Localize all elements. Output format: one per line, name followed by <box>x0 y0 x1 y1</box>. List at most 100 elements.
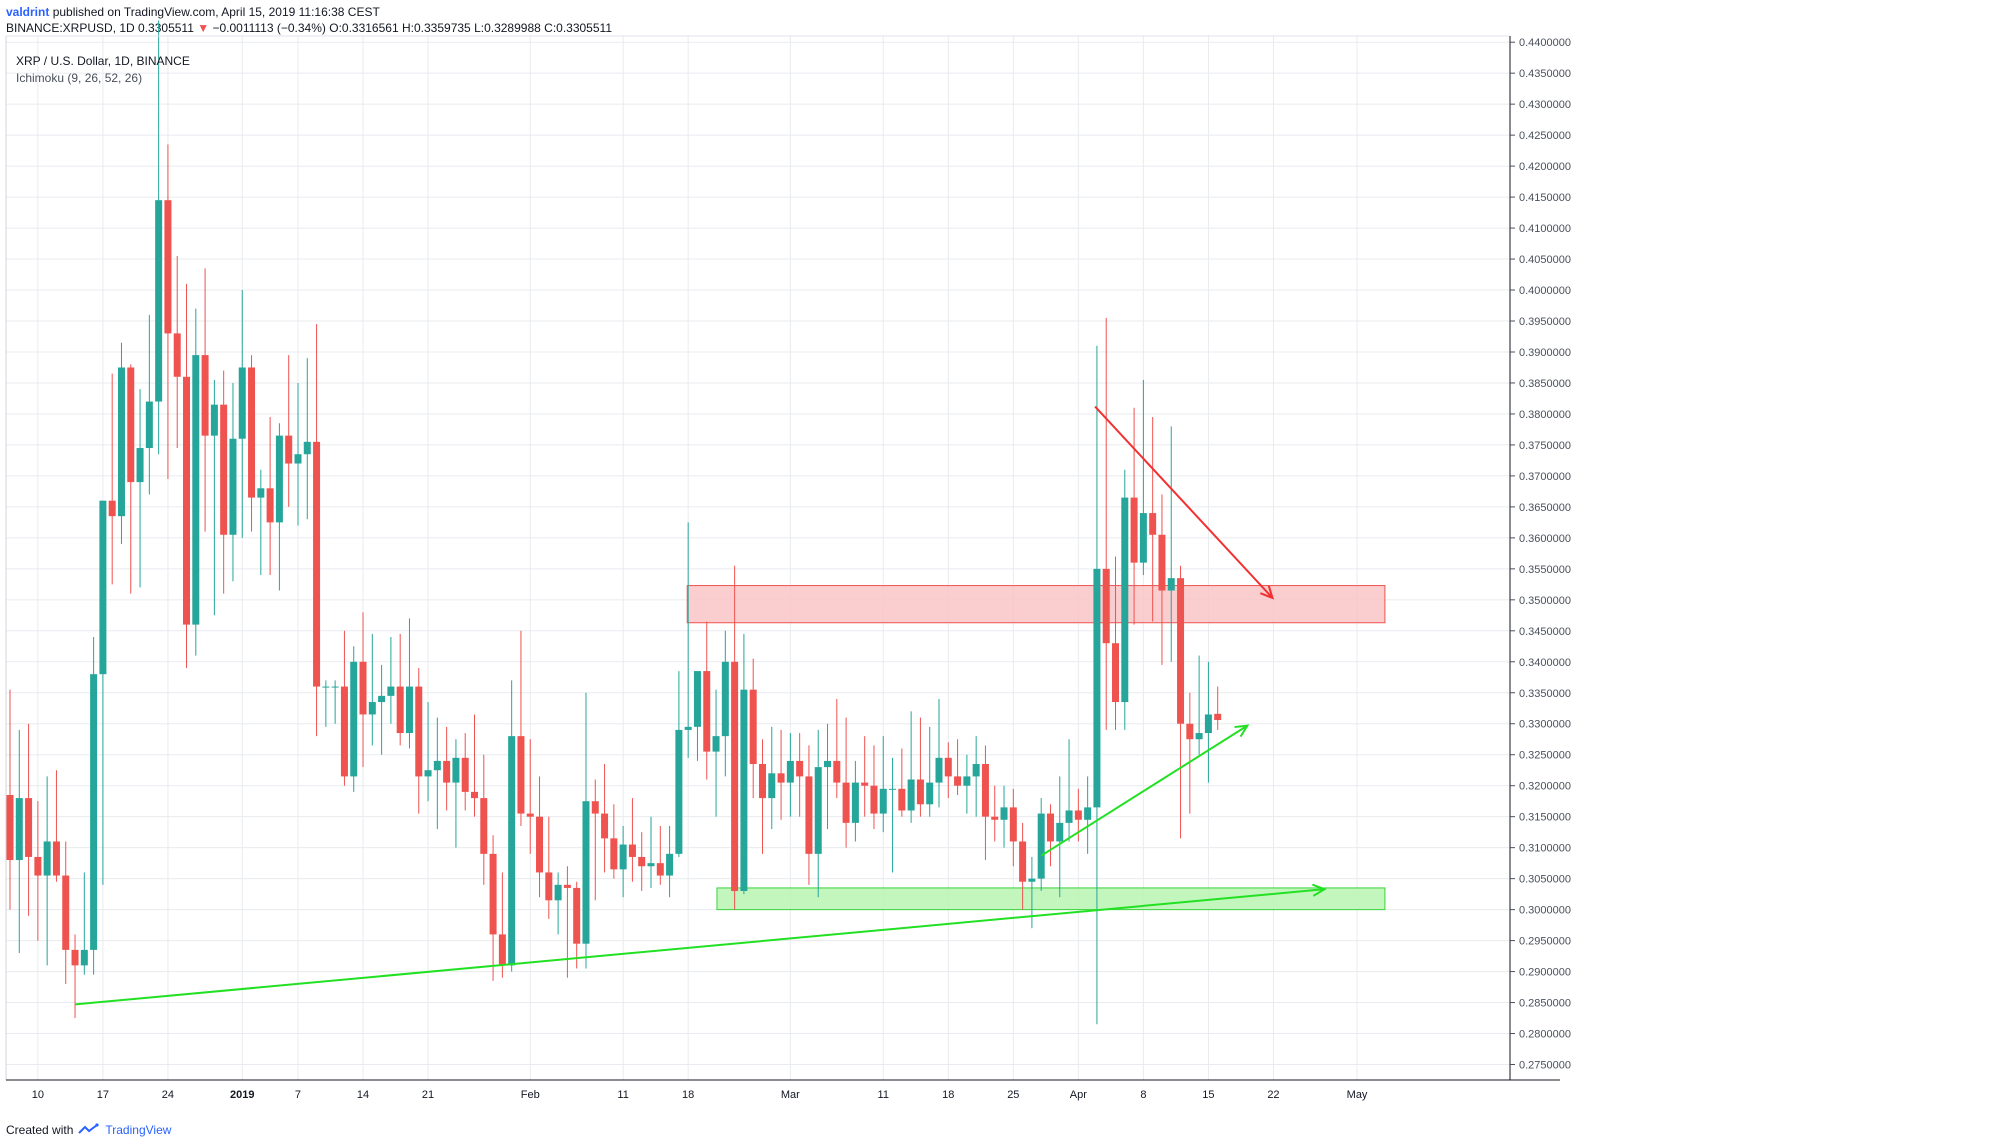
candle-down <box>1177 565 1185 839</box>
candle-body <box>1139 513 1147 563</box>
x-tick-label: 24 <box>162 1089 174 1101</box>
candle-body <box>935 757 943 783</box>
candle-up <box>368 633 376 746</box>
candle-body <box>340 686 348 777</box>
price-axis[interactable]: 0.2750000 0.2800000 0.2850000 0.2900000 0.29… <box>1510 37 1571 1072</box>
candle-body <box>1121 497 1129 703</box>
candle-down <box>127 364 135 594</box>
candle-body <box>628 844 636 857</box>
candle-down <box>471 714 478 817</box>
x-tick-label: 22 <box>1267 1089 1279 1101</box>
created-with-label: Created with <box>6 1123 74 1137</box>
x-tick-label: 21 <box>422 1089 434 1101</box>
candle-down <box>359 612 367 768</box>
candle-body <box>740 689 748 892</box>
candle-up <box>666 825 674 898</box>
candle-up <box>229 382 237 582</box>
candle-down <box>861 736 869 817</box>
candle-up <box>117 342 125 545</box>
candle-up <box>935 698 943 808</box>
candle-body <box>285 435 293 464</box>
publish-line: valdrint published on TradingView.com, A… <box>6 4 612 20</box>
candle-body <box>34 856 42 876</box>
candle-body <box>1204 714 1212 734</box>
candle-down <box>981 745 989 861</box>
support-zone <box>716 887 1386 911</box>
candle-body <box>591 801 599 814</box>
candle-body <box>1009 807 1017 842</box>
candle-body <box>480 798 488 854</box>
candle-down <box>1046 804 1054 867</box>
candle-body <box>275 435 283 523</box>
author-link[interactable]: valdrint <box>6 5 50 19</box>
candle-body <box>1167 578 1175 591</box>
candle-body <box>861 782 869 786</box>
candle-body <box>15 798 23 861</box>
open-value: 0.3316561 <box>341 21 399 35</box>
candle-up <box>619 825 627 898</box>
x-tick-label: 15 <box>1202 1089 1214 1101</box>
candle-down <box>1186 692 1194 814</box>
y-tick-label: 0.3100000 <box>1519 843 1571 855</box>
candle-body <box>238 367 246 439</box>
candle-body <box>851 782 859 823</box>
candle-body <box>248 367 256 498</box>
candle-down <box>1149 417 1157 622</box>
candle-down <box>52 770 60 882</box>
candle-down <box>498 872 506 978</box>
y-tick-label: 0.3750000 <box>1519 440 1571 452</box>
candle-down <box>34 801 42 941</box>
y-tick-label: 0.3550000 <box>1519 564 1571 576</box>
candle-down <box>489 835 497 981</box>
candle-down <box>1214 686 1222 730</box>
candle-down <box>573 881 581 969</box>
candle-up <box>768 726 776 830</box>
candle-down <box>62 841 70 984</box>
candle-body <box>619 844 627 870</box>
candle-body <box>1028 878 1036 882</box>
y-tick-label: 0.3650000 <box>1519 502 1571 514</box>
y-tick-label: 0.2950000 <box>1519 936 1571 948</box>
candle-up <box>824 723 832 830</box>
tradingview-brand[interactable]: TradingView <box>105 1123 172 1137</box>
candle-body <box>508 736 516 966</box>
candle-up <box>889 757 897 873</box>
candle-body <box>749 689 757 765</box>
candle-body <box>294 454 302 464</box>
candle-body <box>777 773 785 783</box>
candles-layer <box>6 20 1222 1025</box>
candle-body <box>331 686 339 688</box>
time-axis[interactable]: 10 17 24 2019 7 14 21 Feb 11 18 Mar 11 18 25 Apr 8 15 22 M… <box>32 1089 1368 1101</box>
candle-up <box>1121 469 1129 730</box>
candle-body <box>303 441 311 455</box>
candle-body <box>684 726 692 730</box>
short-uptrend-arrow-head-icon <box>1234 724 1250 738</box>
candle-down <box>731 565 739 910</box>
candle-body <box>916 779 924 805</box>
candle-body <box>870 785 878 814</box>
candle-up <box>926 726 934 817</box>
candle-up <box>963 754 971 814</box>
candle-body <box>201 355 209 436</box>
candle-body <box>1158 534 1166 591</box>
candle-up <box>508 680 516 972</box>
candle-up <box>15 729 23 953</box>
candle-body <box>1065 810 1073 823</box>
candle-body <box>1186 723 1194 740</box>
candle-up <box>1167 426 1175 662</box>
candle-down <box>638 832 646 892</box>
candle-body <box>805 776 813 854</box>
candle-body <box>1214 713 1222 721</box>
candle-body <box>647 863 655 867</box>
candle-down <box>898 748 906 817</box>
series-title: XRP / U.S. Dollar, 1D, BINANCE <box>16 54 190 68</box>
candle-body <box>889 788 897 790</box>
candle-body <box>1037 813 1045 879</box>
candle-down <box>461 733 469 811</box>
long-uptrend-arrow <box>74 883 1327 1006</box>
candle-body <box>127 367 135 483</box>
candle-body <box>415 686 423 777</box>
candle-body <box>266 488 274 523</box>
candle-body <box>405 686 413 734</box>
